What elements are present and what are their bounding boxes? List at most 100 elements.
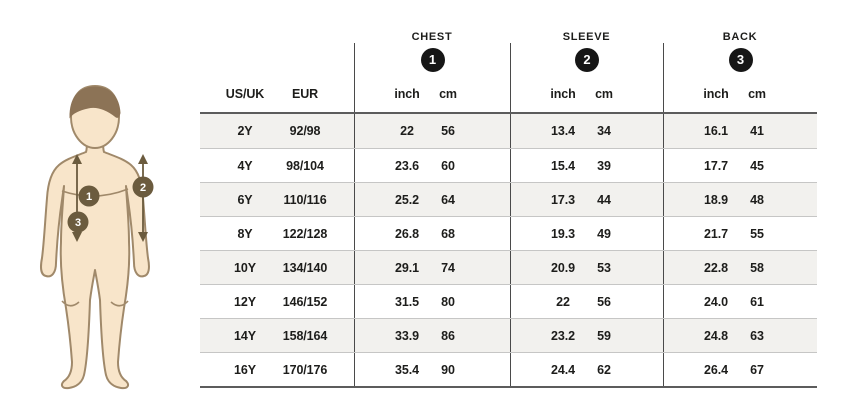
cell-chest-cm: 90: [441, 362, 455, 377]
cell-back-inch: 21.7: [704, 226, 728, 241]
badge-1-icon: 1: [420, 47, 445, 72]
cell-us-uk: 14Y: [234, 328, 256, 343]
cell-chest-inch: 22: [400, 124, 414, 138]
cell-sleeve-inch: 20.9: [551, 260, 575, 275]
cell-chest-cm: 80: [441, 294, 455, 309]
badge-2-icon: 2: [575, 47, 599, 72]
cell-sleeve-cm: 56: [597, 294, 611, 309]
cell-eur: 98/104: [286, 158, 324, 173]
cell-sleeve-cm: 39: [597, 158, 611, 173]
cell-back-inch: 22.8: [704, 260, 728, 275]
cell-back-inch: 18.9: [704, 192, 728, 207]
table-header: CHEST SLEEVE BACK 1 2 3 US/UK EUR: [200, 20, 817, 114]
cell-sleeve-cm: 34: [597, 124, 611, 138]
cell-back-cm: 61: [750, 294, 764, 309]
marker-number-1: 1: [86, 191, 92, 203]
col-header-sleeve-cm: cm: [595, 87, 613, 101]
cell-sleeve-inch: 22: [556, 294, 570, 309]
cell-us-uk: 16Y: [234, 362, 256, 377]
cell-back-cm: 58: [750, 260, 764, 275]
col-header-back-inch: inch: [703, 87, 729, 101]
cell-sleeve-inch: 23.2: [551, 328, 575, 343]
marker-number-3: 3: [75, 217, 81, 229]
cell-chest-inch: 31.5: [395, 294, 419, 309]
cell-chest-inch: 25.2: [395, 192, 419, 207]
cell-chest-inch: 33.9: [395, 328, 419, 343]
size-guide-figure: 1 2 3: [0, 0, 200, 411]
cell-chest-inch: 35.4: [395, 362, 419, 377]
cell-chest-cm: 68: [441, 226, 455, 241]
cell-us-uk: 4Y: [237, 158, 253, 173]
table-row-4y: 4Y 98/104 23.6 60 15.4 39 17.7 45: [200, 148, 817, 182]
group-label-chest: CHEST: [411, 31, 453, 43]
cell-us-uk: 12Y: [234, 294, 256, 309]
badge-3-icon: 3: [728, 47, 753, 72]
cell-back-cm: 45: [750, 158, 764, 173]
col-header-us-uk: US/UK: [225, 87, 265, 101]
cell-sleeve-cm: 62: [597, 362, 611, 377]
group-label-back: BACK: [722, 31, 758, 43]
cell-back-cm: 63: [750, 328, 764, 343]
cell-sleeve-inch: 13.4: [551, 124, 575, 138]
cell-sleeve-cm: 59: [597, 328, 611, 343]
cell-chest-cm: 60: [441, 158, 455, 173]
cell-eur: 134/140: [282, 260, 328, 275]
col-header-chest-inch: inch: [394, 87, 420, 101]
table-row-8y: 8Y 122/128 26.8 68 19.3 49 21.7 55: [200, 216, 817, 250]
cell-chest-inch: 26.8: [395, 226, 419, 241]
cell-back-cm: 67: [750, 362, 764, 377]
cell-eur: 146/152: [282, 294, 328, 309]
cell-chest-cm: 74: [441, 260, 455, 275]
hair: [69, 86, 121, 119]
cell-eur: 122/128: [282, 226, 328, 241]
marker-number-2: 2: [140, 182, 146, 194]
cell-sleeve-inch: 19.3: [551, 226, 575, 241]
cell-chest-cm: 86: [441, 328, 455, 343]
child-body-illustration: [40, 84, 150, 390]
col-header-sleeve-inch: inch: [550, 87, 576, 101]
table-row-12y: 12Y 146/152 31.5 80 22 56 24.0 61: [200, 284, 817, 318]
cell-back-inch: 24.8: [704, 328, 728, 343]
marker-back: 3: [67, 211, 89, 233]
cell-sleeve-inch: 15.4: [551, 158, 575, 173]
cell-chest-inch: 29.1: [395, 260, 419, 275]
cell-us-uk: 2Y: [237, 124, 253, 138]
cell-chest-cm: 56: [441, 124, 455, 138]
table-row-10y: 10Y 134/140 29.1 74 20.9 53 22.8 58: [200, 250, 817, 284]
marker-chest: 1: [78, 185, 100, 207]
cell-sleeve-cm: 53: [597, 260, 611, 275]
cell-back-cm: 41: [750, 124, 764, 138]
table-row-14y: 14Y 158/164 33.9 86 23.2 59 24.8 63: [200, 318, 817, 352]
cell-back-cm: 55: [750, 226, 764, 241]
marker-sleeve: 2: [132, 176, 154, 198]
group-label-sleeve: SLEEVE: [562, 31, 611, 43]
cell-back-inch: 17.7: [704, 158, 728, 173]
cell-back-cm: 48: [750, 192, 764, 207]
sleeve-measure-arrow: [138, 154, 148, 242]
cell-eur: 92/98: [289, 124, 321, 138]
cell-back-inch: 16.1: [704, 124, 728, 138]
cell-sleeve-cm: 49: [597, 226, 611, 241]
table-row-2y: 2Y 92/98 22 56 13.4 34 16.1 41: [200, 114, 817, 148]
cell-sleeve-inch: 17.3: [551, 192, 575, 207]
cell-eur: 110/116: [283, 192, 327, 207]
cell-us-uk: 6Y: [237, 192, 253, 207]
table-body: 2Y 92/98 22 56 13.4 34 16.1 41 4Y 98/104 23.6…: [200, 114, 817, 388]
cell-eur: 158/164: [282, 328, 328, 343]
table-row-16y: 16Y 170/176 35.4 90 24.4 62 26.4 67: [200, 352, 817, 386]
col-header-eur: EUR: [291, 87, 319, 101]
cell-sleeve-cm: 44: [597, 192, 611, 207]
cell-back-inch: 24.0: [704, 294, 728, 309]
cell-eur: 170/176: [282, 362, 328, 377]
col-header-chest-cm: cm: [439, 87, 457, 101]
cell-back-inch: 26.4: [704, 362, 728, 377]
cell-us-uk: 10Y: [234, 260, 256, 275]
size-table: CHEST SLEEVE BACK 1 2 3 US/UK EUR: [200, 20, 817, 388]
table-row-6y: 6Y 110/116 25.2 64 17.3 44 18.9 48: [200, 182, 817, 216]
cell-chest-cm: 64: [441, 192, 455, 207]
cell-sleeve-inch: 24.4: [551, 362, 575, 377]
col-header-back-cm: cm: [748, 87, 766, 101]
cell-chest-inch: 23.6: [395, 158, 419, 173]
cell-us-uk: 8Y: [237, 226, 253, 241]
